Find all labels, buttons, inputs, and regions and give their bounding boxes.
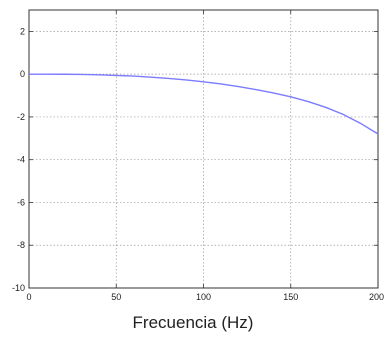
plot-background [29,10,378,288]
y-tick-label: -2 [17,112,25,122]
y-tick-label: 0 [20,69,25,79]
x-tick-label: 0 [26,292,31,302]
x-axis-label: Frecuencia (Hz) [0,313,386,333]
x-tick-label: 200 [369,292,384,302]
x-tick-label: 100 [196,292,211,302]
y-tick-label: -6 [17,197,25,207]
y-tick-label: -8 [17,240,25,250]
y-tick-label: 2 [20,26,25,36]
y-tick-label: -10 [12,283,25,293]
y-tick-label: -4 [17,155,25,165]
x-tick-label: 50 [111,292,121,302]
x-tick-label: 150 [283,292,298,302]
